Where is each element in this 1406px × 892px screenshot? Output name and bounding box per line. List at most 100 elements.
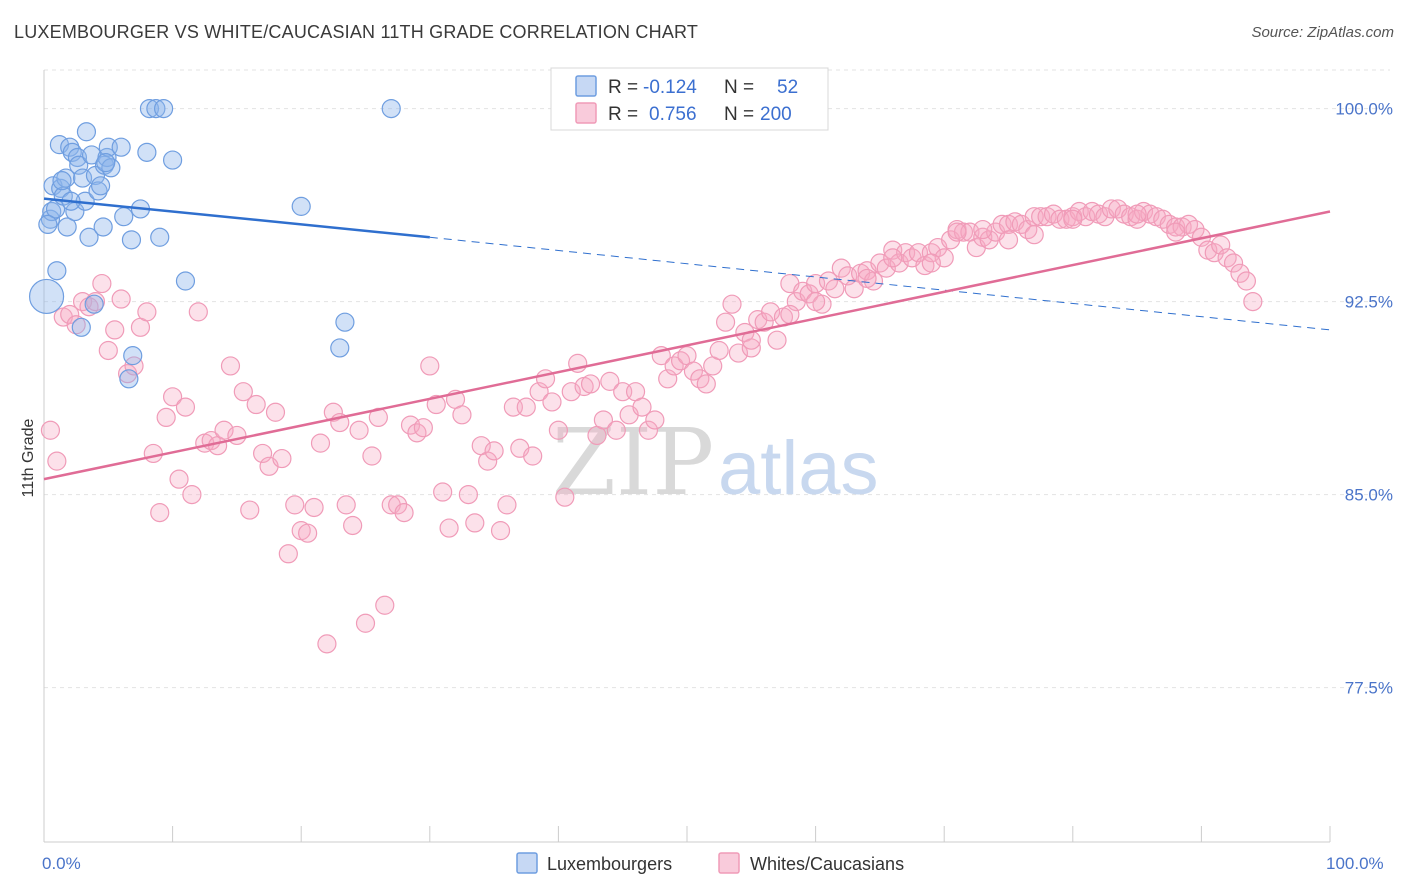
- whites-point-32: [246, 394, 266, 415]
- whites-point-29: [227, 425, 247, 446]
- bottom-legend-label-luxembourgers: Luxembourgers: [547, 854, 672, 874]
- bottom-legend-label-whites: Whites/Caucasians: [750, 854, 904, 874]
- luxembourgers-point-11: [60, 137, 80, 157]
- whites-point-41: [304, 497, 324, 518]
- series-legend: Luxembourgers Whites/Caucasians: [516, 852, 904, 874]
- whites-point-184: [1223, 253, 1244, 273]
- whites-point-104: [709, 340, 729, 361]
- whites-point-105: [715, 312, 736, 332]
- whites-point-78: [542, 392, 562, 412]
- whites-point-165: [1101, 199, 1121, 219]
- whites-point-46: [336, 495, 356, 515]
- whites-point-197: [883, 248, 903, 268]
- luxembourgers-point-7: [51, 178, 71, 198]
- whites-point-92: [632, 397, 652, 417]
- legend-r-label-2: R =: [608, 104, 638, 125]
- x-tick-label-min: 0.0%: [42, 854, 81, 873]
- y-tick-label-0: 100.0%: [1335, 100, 1393, 119]
- whites-point-57: [407, 423, 427, 443]
- whites-point-68: [478, 451, 498, 471]
- luxembourgers-point-14: [67, 147, 88, 168]
- y-axis-title: 11th Grade: [20, 418, 37, 497]
- whites-point-102: [696, 374, 716, 394]
- x-ticks: [43, 826, 1331, 842]
- series-whites-points: [40, 199, 1263, 654]
- legend-r-value-1: -0.124: [643, 77, 697, 98]
- whites-point-98: [670, 351, 691, 371]
- luxembourgers-point-39: [146, 98, 166, 119]
- whites-point-130: [876, 258, 896, 278]
- luxembourgers-point-31: [111, 137, 131, 157]
- luxembourgers-point-15: [69, 155, 89, 175]
- whites-point-19: [163, 387, 183, 407]
- whites-point-54: [388, 495, 408, 515]
- whites-point-50: [362, 446, 382, 466]
- luxembourgers-point-38: [139, 98, 160, 119]
- whites-point-1: [47, 451, 67, 471]
- whites-point-185: [1230, 263, 1250, 283]
- whites-point-60: [426, 394, 446, 415]
- whites-point-198: [921, 253, 941, 273]
- legend-r-label-1: R =: [608, 77, 638, 98]
- luxembourgers-point-37: [137, 142, 157, 162]
- luxembourgers-point-34: [121, 230, 142, 250]
- whites-point-107: [728, 343, 749, 363]
- legend-swatch-pink: [575, 102, 597, 124]
- x-tick-label-max: 100.0%: [1326, 854, 1384, 873]
- whites-point-75: [523, 446, 543, 466]
- whites-point-188: [947, 222, 967, 242]
- whites-point-97: [664, 356, 684, 376]
- luxembourgers-point-24: [88, 181, 108, 201]
- whites-point-191: [1127, 204, 1147, 224]
- whites-point-35: [265, 402, 286, 422]
- whites-point-64: [452, 405, 472, 425]
- luxembourgers-point-33: [119, 369, 139, 389]
- whites-point-169: [1127, 209, 1147, 229]
- whites-point-156: [1043, 204, 1064, 224]
- stats-legend: R = -0.124 N = 52 R = 0.756 N = 200: [550, 67, 829, 131]
- whites-point-31: [240, 500, 260, 520]
- whites-point-80: [555, 487, 575, 507]
- luxembourgers-point-44: [291, 196, 311, 216]
- whites-point-100: [683, 361, 704, 381]
- chart-title: LUXEMBOURGER VS WHITE/CAUCASIAN 11TH GRA…: [14, 22, 699, 42]
- whites-point-6: [79, 297, 99, 317]
- whites-point-123: [831, 258, 851, 278]
- whites-point-186: [1236, 271, 1257, 291]
- legend-n-value-2: 200: [760, 104, 792, 125]
- whites-point-113: [767, 330, 787, 350]
- whites-point-195: [780, 304, 800, 325]
- luxembourgers-point-20: [79, 227, 99, 247]
- luxembourgers-point-25: [90, 176, 111, 196]
- luxembourgers-point-32: [114, 207, 134, 227]
- luxembourgers-point-42: [163, 150, 183, 170]
- whites-point-62: [439, 518, 459, 538]
- whites-point-71: [497, 495, 517, 515]
- luxembourgers-point-35: [123, 346, 143, 366]
- whites-point-88: [606, 420, 626, 440]
- legend-swatch-blue: [575, 75, 597, 97]
- whites-point-17: [150, 503, 170, 523]
- whites-point-37: [278, 544, 298, 564]
- luxembourgers-point-46: [335, 312, 355, 332]
- series-luxembourgers-points: [28, 98, 401, 389]
- whites-point-81: [561, 382, 581, 402]
- whites-point-20: [169, 469, 189, 489]
- whites-point-86: [593, 410, 614, 430]
- whites-point-61: [433, 482, 453, 502]
- whites-point-22: [182, 485, 202, 505]
- luxembourgers-point-41: [153, 98, 174, 119]
- whites-point-142: [953, 222, 974, 242]
- luxembourgers-point-0: [28, 278, 65, 315]
- whites-point-3: [60, 304, 80, 325]
- whites-point-194: [805, 292, 826, 312]
- luxembourgers-point-51: [96, 153, 116, 173]
- luxembourgers-point-43: [175, 271, 196, 291]
- whites-point-4: [66, 315, 86, 335]
- whites-point-27: [214, 420, 234, 440]
- whites-point-70: [490, 521, 511, 541]
- whites-point-16: [143, 443, 163, 464]
- whites-point-118: [799, 284, 819, 304]
- whites-point-59: [420, 356, 440, 376]
